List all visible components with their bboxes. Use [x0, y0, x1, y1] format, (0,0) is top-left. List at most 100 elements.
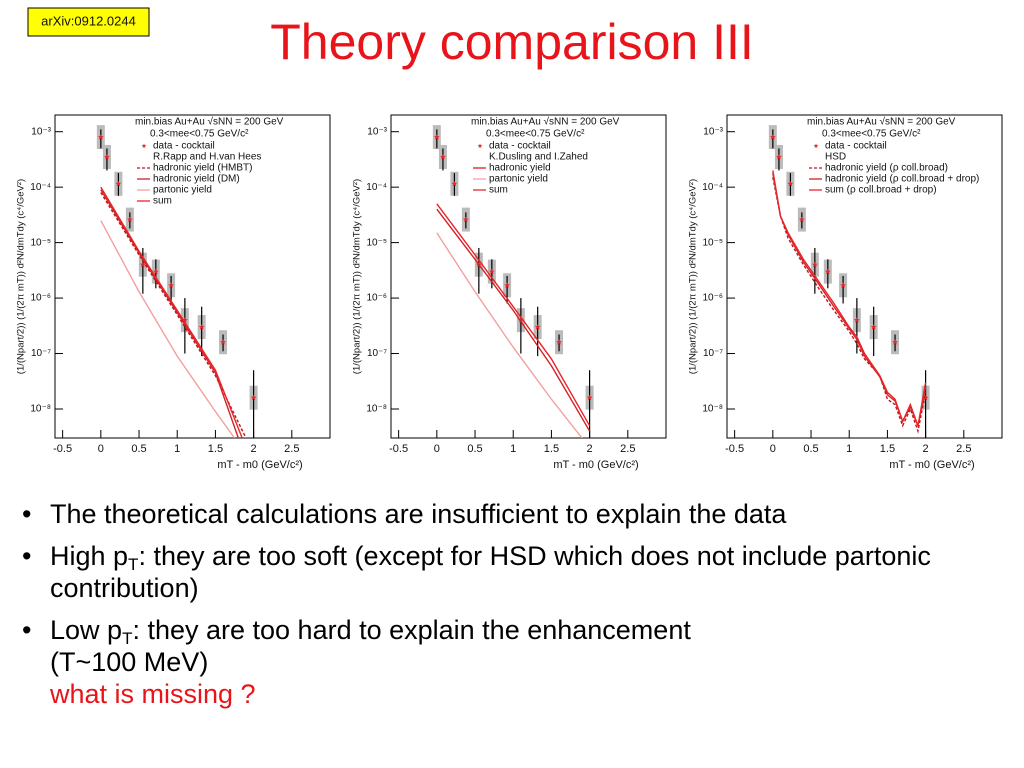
model-curve [772, 177, 927, 434]
y-tick-label: 10⁻⁵ [702, 237, 723, 248]
legend-label: sum [489, 185, 508, 196]
y-axis-label: (1/(Npart/2)) (1/(2π mT)) d²N/dmTdy (c⁴/… [352, 179, 363, 374]
model-curve [100, 189, 239, 438]
legend-label: hadronic yield (HMBT) [153, 163, 252, 174]
legend-label: partonic yield [489, 174, 548, 185]
x-axis-label: mT - m0 (GeV/c²) [553, 459, 638, 471]
x-tick-label: 0.5 [803, 443, 818, 455]
data-point [97, 134, 104, 140]
x-tick-label: 1 [510, 443, 516, 455]
plot-frame [726, 114, 1003, 439]
bullet: High pT: they are too soft (except for H… [18, 540, 1008, 604]
model-curve [436, 208, 591, 432]
legend-swatch [141, 143, 147, 149]
legend-label: hadronic yield (ρ coll.broad + drop) [825, 174, 979, 185]
x-tick-label: 1 [174, 443, 180, 455]
slide-canvas: arXiv:0912.0244 Theory comparison III 10… [16, 7, 1003, 471]
data-point [892, 339, 898, 345]
y-tick-label: 10⁻⁵ [366, 237, 387, 248]
x-tick-label: 0.5 [467, 443, 482, 455]
legend-header: min.bias Au+Au √sNN = 200 GeV [135, 116, 284, 128]
x-tick-label: 1.5 [880, 443, 895, 455]
data-point [127, 216, 133, 223]
legend-header: min.bias Au+Au √sNN = 200 GeV [471, 116, 620, 128]
data-point [152, 268, 159, 275]
bullet: Low pT: they are too hard to explain the… [18, 614, 1008, 710]
y-tick-label: 10⁻⁶ [30, 293, 51, 304]
y-tick-label: 10⁻⁷ [367, 348, 387, 359]
legend-model: K.Dusling and I.Zahed [489, 152, 588, 163]
y-axis-label: (1/(Npart/2)) (1/(2π mT)) d²N/dmTdy (c⁴/… [688, 179, 699, 374]
data-point [854, 317, 860, 323]
data-point [488, 268, 495, 275]
data-point [824, 268, 831, 275]
x-tick-label: 2 [923, 443, 929, 455]
bullet-text: (T~100 MeV) [50, 647, 209, 677]
data-point [870, 324, 877, 330]
legend-label: sum (ρ coll.broad + drop) [825, 185, 937, 196]
data-point [220, 339, 226, 345]
x-axis-label: mT - m0 (GeV/c²) [889, 459, 974, 471]
y-tick-label: 10⁻⁷ [703, 348, 723, 359]
y-tick-label: 10⁻³ [367, 126, 387, 137]
data-point [787, 180, 794, 187]
legend-label: data - cocktail [489, 141, 551, 152]
chart-panel: 10⁻⁸ 10⁻⁷ 10⁻⁶ 10⁻⁵ 10⁻⁴ 10⁻³ -0.5 0 0.5 1 1.5 2 2.5… [16, 114, 331, 471]
data-point [840, 282, 846, 288]
data-point [139, 261, 146, 268]
data-point [440, 153, 446, 160]
legend-label: hadronic yield [489, 163, 551, 174]
model-curve [436, 203, 591, 427]
bullet-note: what is missing ? [50, 679, 256, 709]
legend-header: 0.3<mee<0.75 GeV/c² [822, 129, 921, 140]
y-tick-label: 10⁻³ [703, 126, 723, 137]
chart-panel: 10⁻⁸ 10⁻⁷ 10⁻⁶ 10⁻⁵ 10⁻⁴ 10⁻³ -0.5 0 0.5 1 1.5 2 2.5… [352, 114, 667, 471]
y-tick-label: 10⁻⁶ [366, 293, 387, 304]
legend-model: HSD [825, 152, 846, 163]
data-point [799, 216, 805, 223]
legend-label: hadronic yield (DM) [153, 174, 240, 185]
data-point [115, 180, 122, 187]
chart-panel: 10⁻⁸ 10⁻⁷ 10⁻⁶ 10⁻⁵ 10⁻⁴ 10⁻³ -0.5 0 0.5 1 1.5 2 2.5… [688, 114, 1003, 471]
legend-swatch [813, 143, 819, 149]
subscript: T [122, 629, 133, 648]
data-point [518, 317, 524, 323]
legend-label: partonic yield [153, 185, 212, 196]
x-axis-label: mT - m0 (GeV/c²) [217, 459, 302, 471]
legend-label: data - cocktail [153, 141, 215, 152]
model-curve [100, 186, 243, 438]
data-point [168, 282, 174, 288]
data-point [504, 282, 510, 288]
data-point [534, 324, 541, 330]
x-tick-label: 2.5 [620, 443, 635, 455]
legend-header: min.bias Au+Au √sNN = 200 GeV [807, 116, 956, 128]
x-tick-label: 1.5 [544, 443, 559, 455]
y-tick-label: 10⁻⁸ [30, 404, 51, 415]
bullet-text: The theoretical calculations are insuffi… [50, 499, 787, 529]
data-point [104, 153, 110, 160]
legend-label: sum [153, 196, 172, 207]
y-tick-label: 10⁻⁴ [702, 182, 723, 193]
model-curve [436, 232, 583, 438]
x-tick-label: 2 [251, 443, 257, 455]
model-curve [100, 220, 236, 438]
legend-header: 0.3<mee<0.75 GeV/c² [486, 129, 585, 140]
legend-label: hadronic yield (ρ coll.broad) [825, 163, 948, 174]
data-point [250, 394, 257, 401]
x-tick-label: 0.5 [131, 443, 146, 455]
data-point [811, 261, 818, 268]
y-tick-label: 10⁻³ [31, 126, 51, 137]
x-tick-label: -0.5 [53, 443, 72, 455]
x-tick-label: 0 [98, 443, 104, 455]
x-tick-label: 0 [770, 443, 776, 455]
data-point [776, 153, 782, 160]
legend-header: 0.3<mee<0.75 GeV/c² [150, 129, 249, 140]
reference-box [27, 7, 150, 37]
y-tick-label: 10⁻⁵ [30, 237, 51, 248]
x-tick-label: 2.5 [956, 443, 971, 455]
bullet-text: Low p [50, 615, 123, 645]
legend-swatch [477, 143, 483, 149]
y-tick-label: 10⁻⁶ [702, 293, 723, 304]
data-point [586, 394, 593, 401]
